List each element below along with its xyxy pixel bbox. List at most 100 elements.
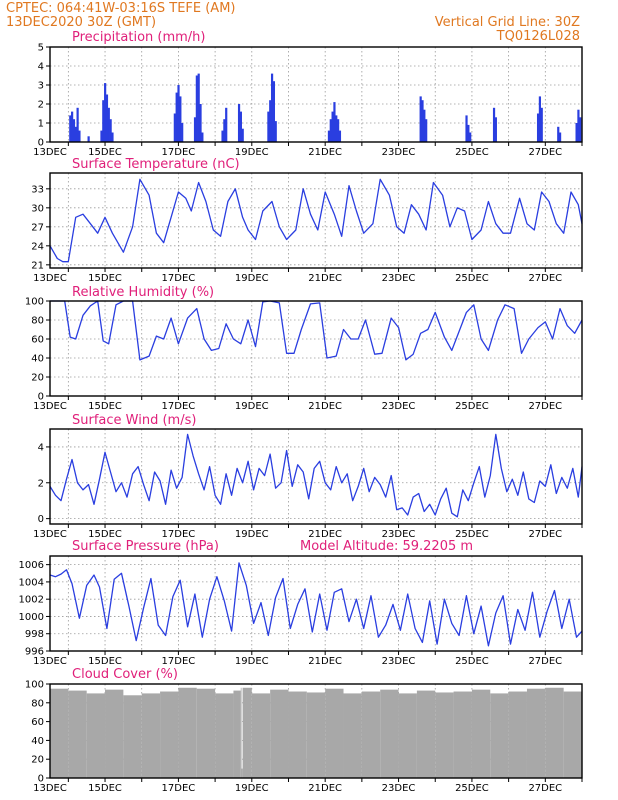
- cloud-cover-bar: [490, 693, 509, 778]
- precip-bar: [109, 119, 112, 142]
- x-tick-label: 23DEC: [382, 401, 416, 412]
- cloud-cover-bar: [508, 691, 527, 778]
- plot-frame: [49, 300, 583, 397]
- x-tick-label: 25DEC: [455, 401, 489, 412]
- cloud-cover-bar: [545, 687, 564, 778]
- precip-bar: [492, 107, 496, 142]
- cloud-cover-bar: [141, 693, 161, 778]
- y-tick-label: 60: [31, 335, 44, 346]
- y-tick-label: 60: [31, 717, 44, 728]
- panel-5: 0 20 40 60 80 100 13DEC 15DEC 17DEC 19DEC 21DEC 23D…: [25, 680, 583, 794]
- precip-bar: [104, 83, 107, 142]
- y-tick-label: 0: [38, 392, 44, 403]
- precip-bar: [225, 107, 228, 142]
- plot-frame: [49, 428, 583, 525]
- precip-bar: [193, 117, 197, 142]
- cloud-cover-bar: [86, 693, 106, 778]
- x-tick-label: 27DEC: [528, 147, 562, 158]
- x-tick-label: 15DEC: [88, 273, 122, 284]
- x-tick-label: 21DEC: [308, 529, 342, 540]
- x-tick-label: 19DEC: [235, 529, 269, 540]
- x-tick-label: 17DEC: [162, 783, 196, 794]
- x-tick-label: 19DEC: [235, 147, 269, 158]
- cloud-cover-bar: [306, 692, 326, 778]
- precip-title: Precipitation (mm/h): [72, 30, 205, 45]
- plot-frame: [49, 555, 583, 652]
- plot-frame: [49, 46, 583, 143]
- y-tick-label: 4: [38, 62, 44, 73]
- precip-bar: [331, 111, 334, 142]
- y-tick-label: 30: [31, 203, 44, 214]
- x-tick-label: 19DEC: [235, 656, 269, 667]
- x-tick-label: 21DEC: [308, 783, 342, 794]
- x-tick-label: 17DEC: [162, 273, 196, 284]
- precip-bar: [333, 102, 336, 142]
- y-tick-label: 80: [31, 316, 44, 327]
- precip-bar: [558, 132, 562, 142]
- precip-bar: [175, 92, 178, 142]
- precip-bar: [329, 119, 332, 142]
- y-tick-label: 0: [38, 514, 44, 525]
- x-tick-label: 27DEC: [528, 401, 562, 412]
- precip-bar: [538, 96, 542, 142]
- y-tick-label: 998: [25, 629, 44, 640]
- y-tick-label: 100: [25, 297, 44, 308]
- panel-3: 0 2 4 13DEC 15DEC 17DEC 19DEC 21DEC 23DEC 25DEC 27…: [33, 428, 583, 540]
- plot-frame: [49, 172, 583, 269]
- humidity-title: Relative Humidity (%): [72, 285, 214, 300]
- cloud-cover-bar: [68, 690, 87, 778]
- y-tick-label: 24: [31, 241, 44, 252]
- cloud-cover-bar: [233, 690, 241, 778]
- precip-bar: [338, 130, 342, 142]
- cloud-title: Cloud Cover (%): [72, 667, 178, 682]
- cloud-cover-bar: [178, 687, 197, 778]
- precip-bar: [78, 130, 81, 142]
- x-tick-label: 19DEC: [235, 273, 269, 284]
- x-tick-label: 27DEC: [528, 783, 562, 794]
- series-line: [49, 178, 583, 263]
- precip-bar: [199, 104, 202, 142]
- y-tick-label: 40: [31, 354, 44, 365]
- cloud-cover-bar: [240, 687, 242, 778]
- panel-4: 996 998 1000 1002 1004 1006 13DEC 15DEC 17DEC 19D…: [19, 555, 583, 667]
- precip-bar: [575, 123, 578, 142]
- x-tick-label: 21DEC: [308, 656, 342, 667]
- precip-bar: [267, 111, 270, 142]
- series-line: [49, 433, 583, 518]
- y-tick-label: 1000: [19, 612, 44, 623]
- x-tick-label: 25DEC: [455, 147, 489, 158]
- x-tick-label: 27DEC: [528, 273, 562, 284]
- precip-bar: [100, 130, 103, 142]
- panel-2: 0 20 40 60 80 100 13DEC 15DEC 17DEC 19DEC 21DEC 23D…: [25, 297, 583, 412]
- y-tick-label: 996: [25, 647, 44, 658]
- precip-bar: [494, 117, 497, 142]
- cloud-cover-bar: [471, 689, 491, 778]
- precip-bar: [181, 123, 184, 142]
- precip-bar: [469, 132, 472, 142]
- x-tick-label: 15DEC: [88, 656, 122, 667]
- y-tick-label: 1: [38, 119, 44, 130]
- cloud-cover-bar: [241, 768, 243, 778]
- panel-0: 0 1 2 3 4 5 13DEC 15DEC 17DEC 19DEC 21DEC 23DEC 25DE…: [33, 43, 583, 158]
- y-tick-label: 33: [31, 184, 44, 195]
- pressure-title: Surface Pressure (hPa): [72, 539, 219, 554]
- x-tick-label: 19DEC: [235, 401, 269, 412]
- precip-bar: [197, 73, 200, 142]
- precip-bar: [71, 111, 74, 142]
- x-tick-label: 21DEC: [308, 147, 342, 158]
- precip-bar: [419, 96, 422, 142]
- header-run-id: TQ0126L028: [496, 29, 580, 44]
- y-tick-label: 1002: [19, 595, 44, 606]
- y-tick-label: 4: [38, 442, 44, 453]
- precip-bar: [577, 109, 580, 142]
- precip-bar: [579, 117, 582, 142]
- x-tick-label: 23DEC: [382, 783, 416, 794]
- precip-bar: [536, 113, 540, 142]
- y-tick-label: 20: [31, 755, 44, 766]
- cloud-cover-bar: [325, 688, 344, 778]
- precip-bar: [179, 96, 182, 142]
- x-tick-label: 21DEC: [308, 273, 342, 284]
- y-tick-label: 0: [38, 774, 44, 785]
- cloud-cover-bar: [288, 691, 307, 778]
